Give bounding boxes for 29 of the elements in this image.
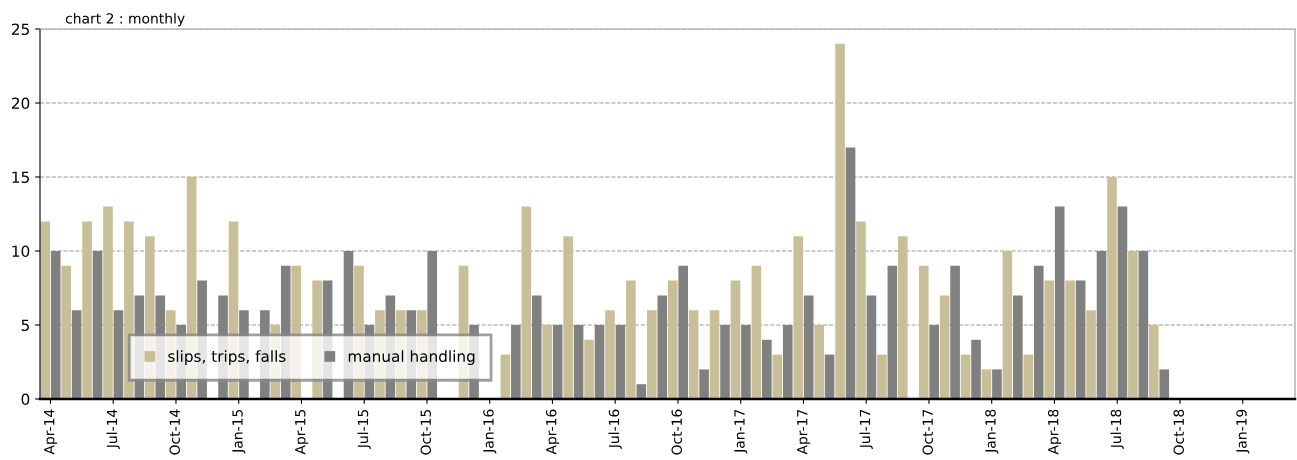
y-tick-label: 25 xyxy=(11,23,29,36)
x-tick-label: Oct-17 xyxy=(922,409,933,455)
x-tick-label: Apr-15 xyxy=(295,409,309,455)
x-tick-label: Oct-16 xyxy=(671,409,682,455)
y-tick-label: 5 xyxy=(21,319,29,332)
x-tick-label: Oct-14 xyxy=(169,409,180,455)
x-tick-label: Oct-15 xyxy=(420,409,431,455)
y-tick-label: 15 xyxy=(12,171,29,184)
x-tick-label: Jan-19 xyxy=(1236,409,1250,454)
x-tick-label: Apr-17 xyxy=(797,409,811,455)
x-tick-label: Apr-16 xyxy=(545,409,560,455)
x-tick-label: Apr-18 xyxy=(1047,409,1062,455)
legend-label: manual handling xyxy=(348,350,475,365)
x-tick-label: Jan-15 xyxy=(232,409,246,454)
x-tick-label: Jan-18 xyxy=(985,409,999,454)
y-tick-label: 10 xyxy=(12,245,30,258)
legend-label: slips, trips, falls xyxy=(168,350,286,365)
chart-title: chart 2 : monthly xyxy=(65,12,185,27)
x-tick-label: Jul-15 xyxy=(357,409,371,449)
x-tick-label: Jul-16 xyxy=(608,409,622,449)
x-tick-label: Jul-14 xyxy=(106,409,120,449)
x-tick-label: Apr-14 xyxy=(44,409,58,455)
x-tick-label: Oct-18 xyxy=(1173,409,1184,455)
x-tick-label: Jul-18 xyxy=(1110,409,1124,449)
y-tick-label: 20 xyxy=(11,97,30,110)
x-tick-label: Jul-17 xyxy=(859,409,873,449)
y-tick-label: 0 xyxy=(21,393,30,406)
x-tick-label: Jan-16 xyxy=(483,409,497,454)
x-tick-label: Jan-17 xyxy=(734,409,748,454)
